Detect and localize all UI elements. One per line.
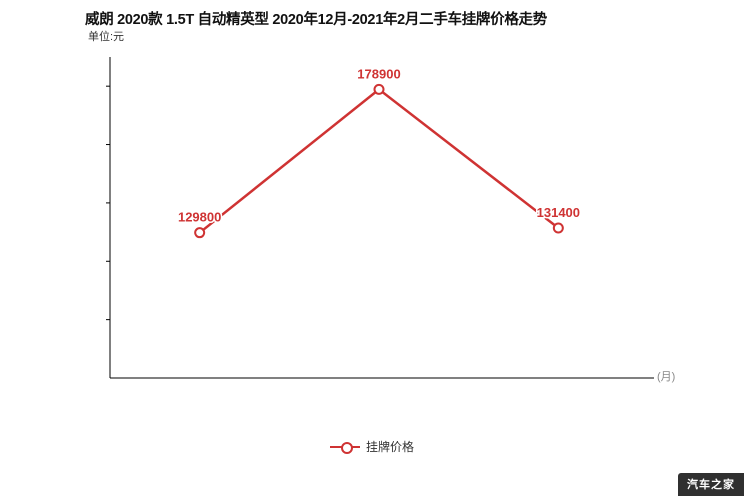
series-line: [198, 88, 560, 234]
data-point-label: 131400: [537, 205, 580, 220]
legend-item[interactable]: 挂牌价格: [0, 438, 744, 455]
legend-circle-icon: [340, 441, 353, 454]
data-point-label: 129800: [178, 210, 221, 225]
legend-label: 挂牌价格: [365, 440, 414, 454]
data-point-label: 178900: [357, 66, 400, 81]
chart-title: 威朗 2020款 1.5T 自动精英型 2020年12月-2021年2月二手车挂…: [85, 12, 547, 28]
data-point-marker[interactable]: [194, 227, 206, 239]
y-axis-unit-label: 单位:元: [88, 31, 125, 43]
data-point-marker[interactable]: [552, 222, 564, 234]
watermark-logo: 汽车之家: [678, 473, 744, 496]
data-point-marker[interactable]: [373, 83, 385, 95]
x-axis-unit-label: (月): [657, 371, 676, 383]
legend-line-marker-icon: [329, 441, 360, 454]
